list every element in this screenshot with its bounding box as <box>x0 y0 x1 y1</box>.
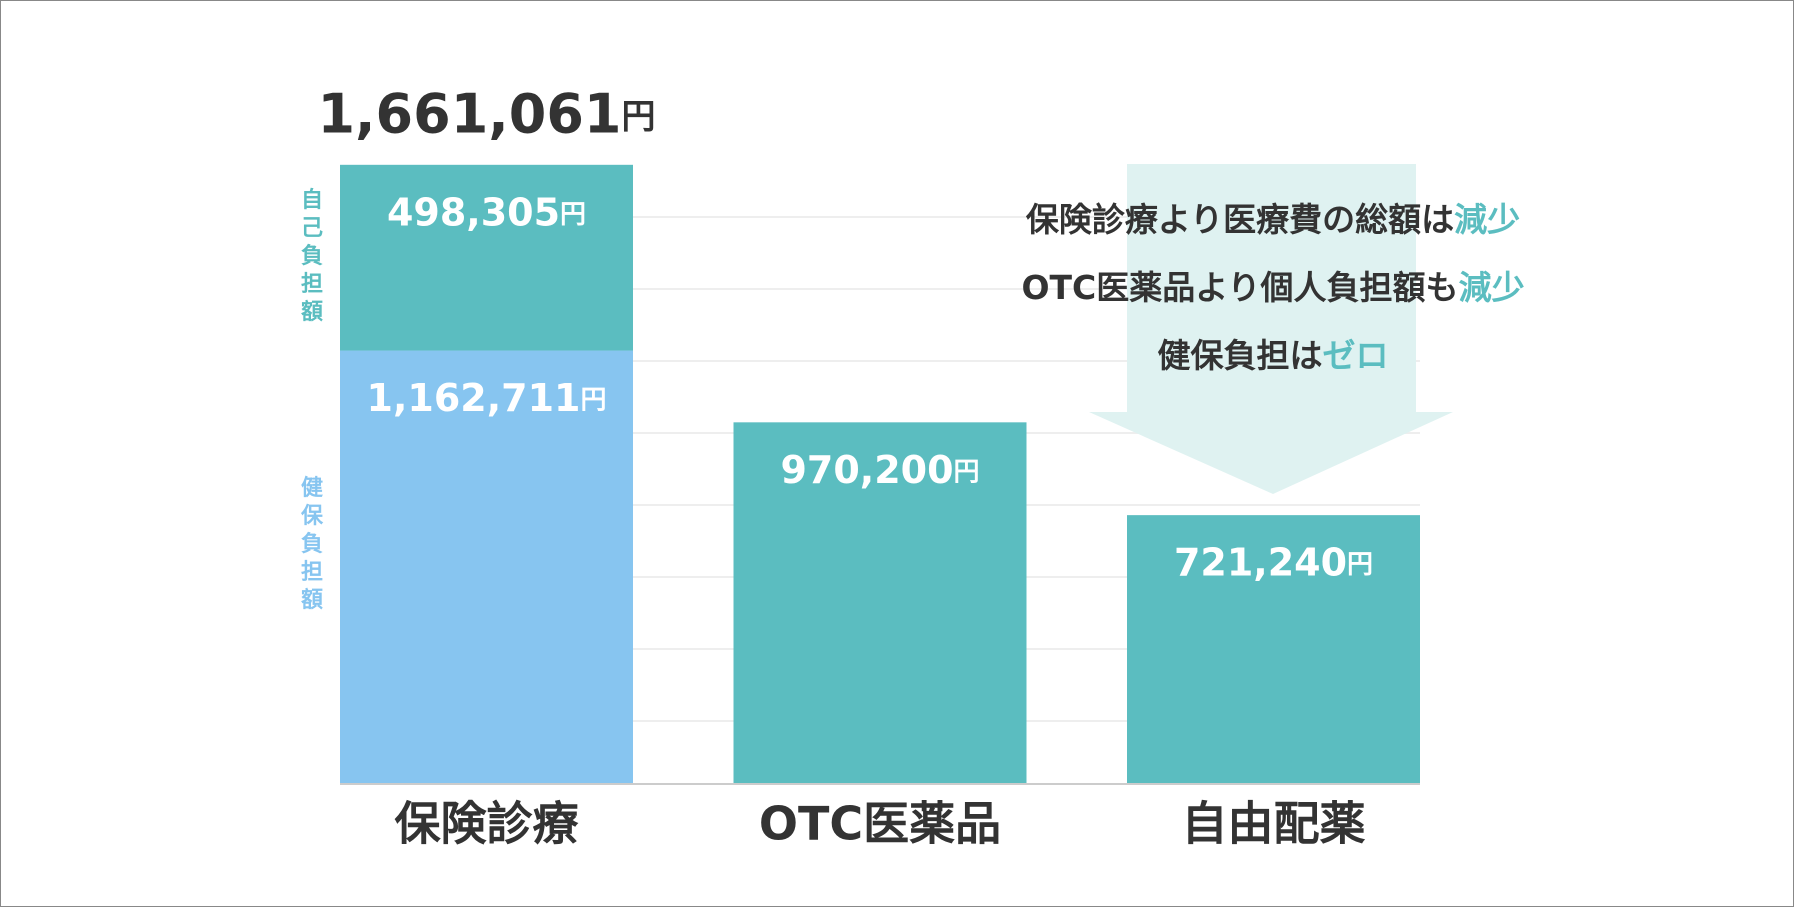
annotation: 保険診療より医療費の総額は減少 <box>1026 200 1520 239</box>
annotation-highlight: 減少 <box>1454 200 1520 239</box>
annotation-text: 健保負担は <box>1158 336 1323 375</box>
value-label: 1,162,711円 <box>367 376 607 420</box>
legend-label: 自己負担額 <box>297 187 323 328</box>
bar-segment <box>340 164 633 351</box>
total-label: 1,661,061円 <box>317 82 655 145</box>
value-label: 498,305円 <box>387 190 586 234</box>
bar-segment <box>733 422 1027 784</box>
value-label: 970,200円 <box>780 448 979 492</box>
annotation: 健保負担はゼロ <box>1158 336 1389 375</box>
category-label: 保険診療 <box>395 797 579 851</box>
annotation-highlight: 減少 <box>1459 268 1525 307</box>
category-label: 自由配薬 <box>1182 797 1366 851</box>
annotation-text: 保険診療より医療費の総額は <box>1026 200 1454 239</box>
category-label: OTC医薬品 <box>759 797 1001 851</box>
bar-segment <box>340 350 633 784</box>
bar-segment <box>1127 515 1420 784</box>
annotation-highlight: ゼロ <box>1323 336 1389 375</box>
annotation: OTC医薬品より個人負担額も減少 <box>1021 268 1524 307</box>
value-label: 721,240円 <box>1174 541 1373 585</box>
arrow <box>1089 164 1453 494</box>
legend-label: 健保負担額 <box>297 475 324 616</box>
annotation-text: OTC医薬品より個人負担額も <box>1021 268 1458 307</box>
